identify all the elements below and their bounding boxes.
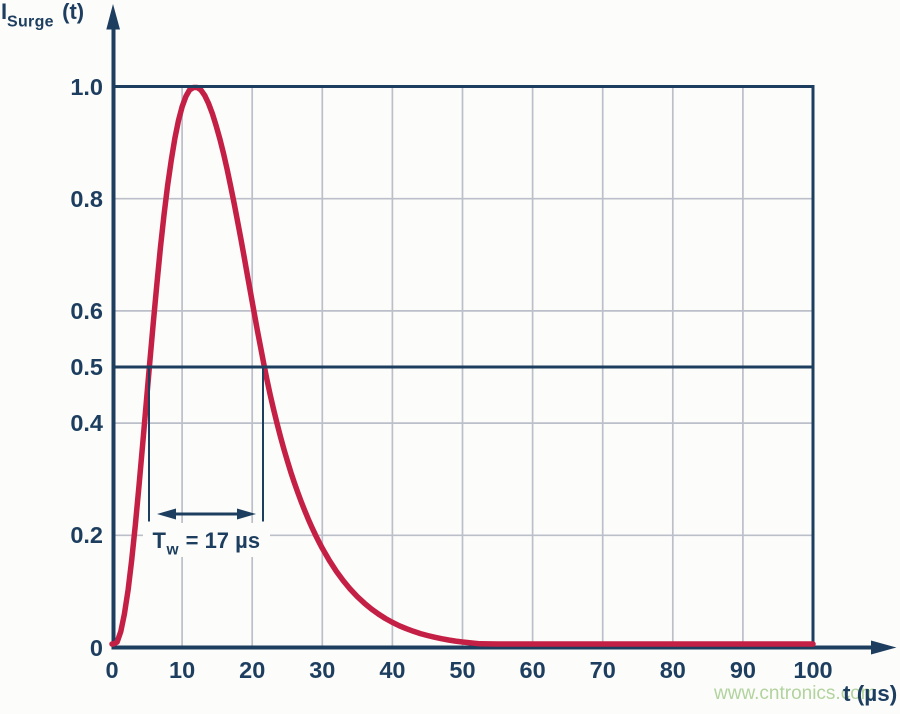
svg-text:40: 40 bbox=[379, 657, 405, 683]
svg-text:t (µs): t (µs) bbox=[843, 681, 897, 706]
svg-text:T: T bbox=[153, 528, 167, 553]
svg-text:0: 0 bbox=[105, 657, 118, 683]
svg-text:0.4: 0.4 bbox=[70, 410, 103, 436]
svg-text:90: 90 bbox=[730, 657, 756, 683]
svg-text:1.0: 1.0 bbox=[70, 74, 103, 100]
svg-text:www.cntronics.com: www.cntronics.com bbox=[713, 683, 877, 704]
svg-text:0.6: 0.6 bbox=[70, 298, 103, 324]
svg-text:100: 100 bbox=[793, 657, 832, 683]
svg-text:80: 80 bbox=[660, 657, 686, 683]
svg-text:0.5: 0.5 bbox=[70, 354, 103, 380]
svg-text:30: 30 bbox=[309, 657, 335, 683]
svg-text:10: 10 bbox=[169, 657, 195, 683]
svg-text:0: 0 bbox=[90, 635, 103, 661]
svg-text:= 17 µs: = 17 µs bbox=[180, 528, 261, 553]
svg-text:0.2: 0.2 bbox=[70, 522, 103, 548]
svg-text:(t): (t) bbox=[56, 0, 84, 24]
svg-text:70: 70 bbox=[590, 657, 616, 683]
svg-text:w: w bbox=[166, 542, 180, 559]
svg-text:20: 20 bbox=[239, 657, 265, 683]
svg-text:0.8: 0.8 bbox=[70, 186, 103, 212]
svg-text:50: 50 bbox=[449, 657, 475, 683]
svg-text:I: I bbox=[1, 0, 7, 24]
svg-text:Surge: Surge bbox=[7, 14, 54, 31]
svg-text:60: 60 bbox=[520, 657, 546, 683]
